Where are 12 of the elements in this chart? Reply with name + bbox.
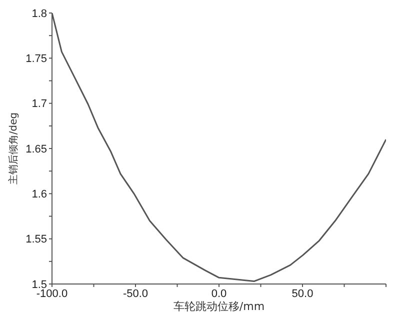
x-tick-label: 0.0 xyxy=(211,288,227,300)
y-tick-label: 1.6 xyxy=(32,188,47,201)
x-axis-title: 车轮跳动位移/mm xyxy=(173,300,265,313)
y-tick-label: 1.8 xyxy=(32,8,47,20)
x-tick-label: 50.0 xyxy=(292,288,314,300)
y-tick-label: 1.65 xyxy=(26,143,47,156)
y-tick-label: 1.55 xyxy=(26,234,47,246)
y-tick-label: 1.7 xyxy=(32,98,47,110)
y-axis-title: 主销后倾角/deg xyxy=(8,112,20,185)
x-tick-label: -50.0 xyxy=(122,288,148,300)
x-tick-label: -100.0 xyxy=(36,288,68,300)
y-tick-label: 1.75 xyxy=(26,53,47,66)
